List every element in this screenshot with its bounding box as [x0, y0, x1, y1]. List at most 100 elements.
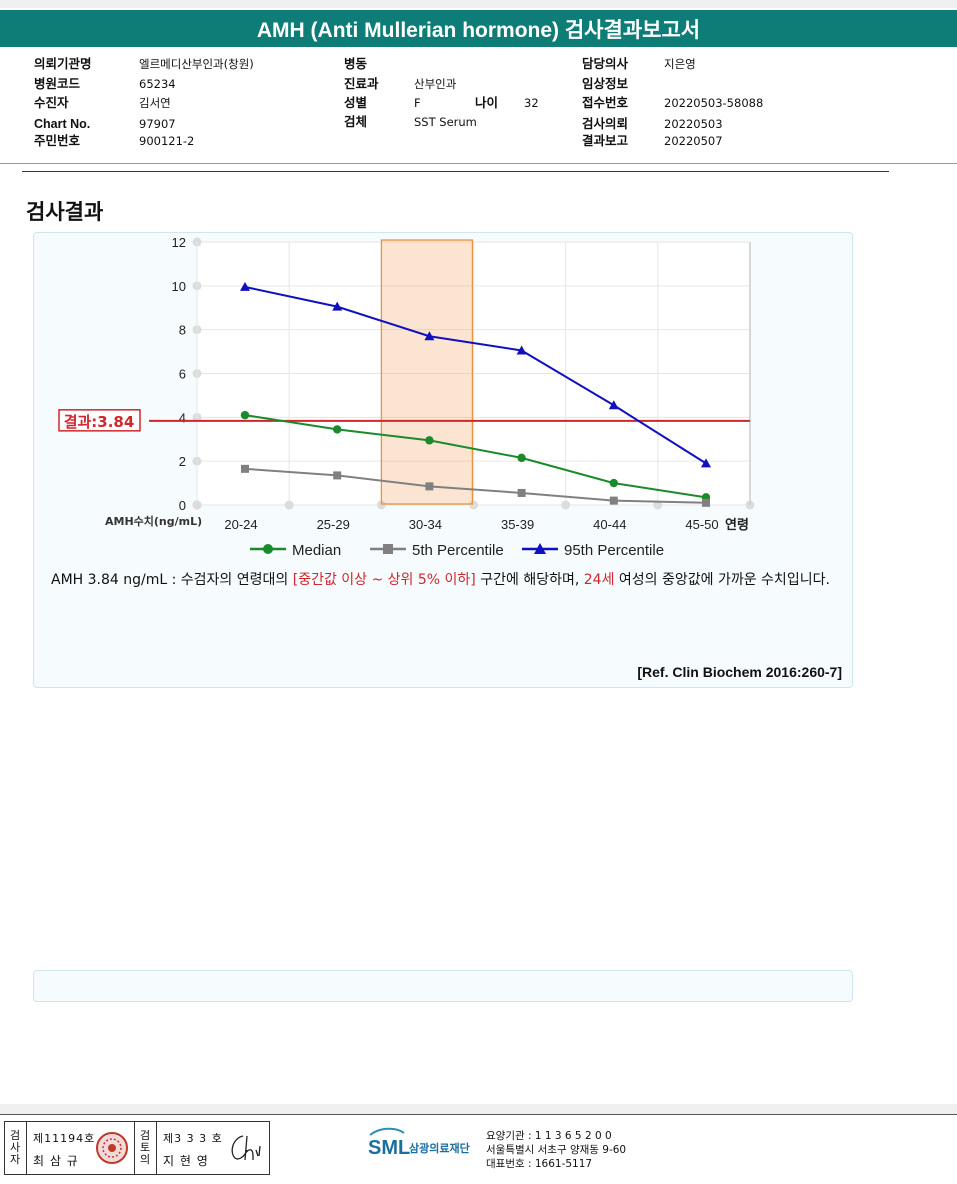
- report-title: AMH (Anti Mullerian hormone) 검사결과보고서: [0, 10, 957, 47]
- series-line: [244, 285, 707, 465]
- phone-number: 대표번호 : 1661-5117: [486, 1158, 593, 1170]
- field-value: 김서연: [139, 96, 171, 110]
- highlight-band: [380, 239, 474, 505]
- grid-dot: [561, 500, 571, 510]
- y-axis-label: AMH수치(ng/mL): [105, 514, 202, 528]
- field-value: 지은영: [664, 57, 696, 71]
- y-tick-label: 8: [179, 323, 186, 338]
- field-value: 65234: [139, 77, 176, 91]
- section-title: 검사결과: [26, 200, 104, 224]
- field-label: 수진자: [34, 96, 69, 110]
- y-tick-label: 0: [179, 498, 186, 513]
- legend-marker: [263, 544, 273, 554]
- field-value: SST Serum: [414, 115, 477, 129]
- data-point: [241, 464, 249, 473]
- data-point: [425, 482, 434, 491]
- data-point: [332, 301, 343, 311]
- result-label-box: [58, 409, 141, 432]
- comment-text: AMH 3.84 ng/mL : 수검자의 연령대의: [51, 572, 293, 588]
- data-point: [333, 425, 342, 434]
- logo-org-name: 삼광의료재단: [409, 1141, 470, 1155]
- comment-text: 여성의 중앙값에 가까운 수치입니다.: [614, 572, 830, 588]
- result-comment: AMH 3.84 ng/mL : 수검자의 연령대의 [중간값 이상 ~ 상위 …: [51, 569, 851, 591]
- legend-marker: [383, 544, 393, 554]
- data-point: [516, 345, 527, 355]
- field-value: 20220507: [664, 134, 723, 148]
- cell-divider: [26, 1122, 27, 1174]
- institution-code: 요양기관 : 1 1 3 6 5 2 0 0: [486, 1130, 612, 1142]
- logo-abbr: SML: [368, 1137, 410, 1159]
- reviewer-label: 검토의: [139, 1129, 151, 1166]
- result-label: 결과:3.84: [64, 413, 135, 431]
- field-value: 97907: [139, 117, 176, 131]
- inspector-name: 최 삼 규: [33, 1154, 79, 1168]
- field-label: 성별: [344, 96, 368, 110]
- field-value: 엘르메디산부인과(창원): [139, 57, 254, 71]
- address: 서울특별시 서초구 양재동 9-60: [486, 1144, 627, 1156]
- field-value: 20220503-58088: [664, 96, 764, 110]
- field-value: 900121-2: [139, 134, 195, 148]
- field-label: 나이: [475, 96, 499, 110]
- y-tick-label: 2: [179, 454, 186, 469]
- x-tick-label: 30-34: [409, 517, 442, 532]
- grid-dot: [284, 500, 294, 510]
- field-label: 진료과: [344, 77, 379, 91]
- y-tick-label: 10: [172, 279, 186, 294]
- legend-marker: [534, 543, 546, 554]
- reviewer-name: 지 현 영: [163, 1154, 209, 1168]
- amh-chart: 0 2 4 6 8 10 12 결과:3.84 20-24 25-29 30-34 35-39 40-4…: [58, 235, 755, 559]
- data-point: [425, 436, 434, 445]
- x-tick-label: 45-50: [685, 517, 718, 532]
- grid-dot: [192, 500, 202, 510]
- inspector-label: 검사자: [9, 1129, 21, 1166]
- y-tick-label: 4: [179, 410, 186, 425]
- data-point: [609, 496, 618, 505]
- reviewer-number: 제3 3 3 호: [163, 1132, 223, 1145]
- data-point: [333, 471, 342, 480]
- series-line: [244, 414, 707, 499]
- signature-icon: [231, 1135, 261, 1161]
- header-divider: [0, 163, 957, 164]
- data-point: [424, 331, 435, 341]
- data-point: [517, 453, 526, 463]
- field-label: 접수번호: [582, 96, 629, 110]
- footer-divider: [0, 1114, 957, 1115]
- data-point: [240, 281, 250, 291]
- footer-strip: [0, 1104, 957, 1114]
- signature-box: 검사자 제11194호 최 삼 규 검토의 제3 3 3 호 지 현 영: [4, 1121, 270, 1175]
- sml-logo: SML 삼광의료재단: [366, 1127, 481, 1169]
- grid-dot: [376, 500, 386, 510]
- field-label: 담당의사: [582, 57, 629, 71]
- data-point: [702, 498, 710, 507]
- inspector-number: 제11194호: [33, 1132, 96, 1145]
- sml-logo-icon: SML 삼광의료재단: [368, 1127, 470, 1159]
- x-axis-suffix: 연령: [725, 518, 749, 533]
- data-point: [608, 400, 619, 410]
- field-label: 임상정보: [582, 77, 629, 91]
- field-value: F: [414, 96, 421, 110]
- series-line: [244, 467, 707, 504]
- data-point: [609, 478, 618, 488]
- field-label: 결과보고: [582, 134, 629, 148]
- top-strip: [0, 0, 957, 8]
- x-tick-label: 20-24: [224, 517, 257, 532]
- comment-age-highlight: 24세: [583, 572, 615, 588]
- comment-range-highlight: [중간값 이상 ~ 상위 5% 이하]: [292, 572, 476, 588]
- reference-citation: [Ref. Clin Biochem 2016:260-7]: [637, 664, 842, 680]
- header-underline: [22, 171, 889, 172]
- field-label: 의뢰기관명: [34, 57, 92, 71]
- cell-divider: [134, 1122, 135, 1174]
- data-point: [517, 488, 526, 497]
- field-label: 검체: [344, 115, 368, 129]
- grid-dot: [653, 500, 663, 510]
- y-tick-label: 6: [179, 367, 186, 382]
- legend-label: 5th Percentile: [412, 542, 504, 559]
- y-tick-label: 12: [172, 235, 186, 250]
- grid-dot: [469, 500, 478, 510]
- field-value: 20220503: [664, 117, 723, 131]
- field-label: Chart No.: [34, 117, 91, 131]
- field-label: 주민번호: [34, 134, 81, 148]
- field-label: 병동: [344, 57, 368, 71]
- field-label: 병원코드: [34, 77, 81, 91]
- seal-icon: [96, 1132, 128, 1164]
